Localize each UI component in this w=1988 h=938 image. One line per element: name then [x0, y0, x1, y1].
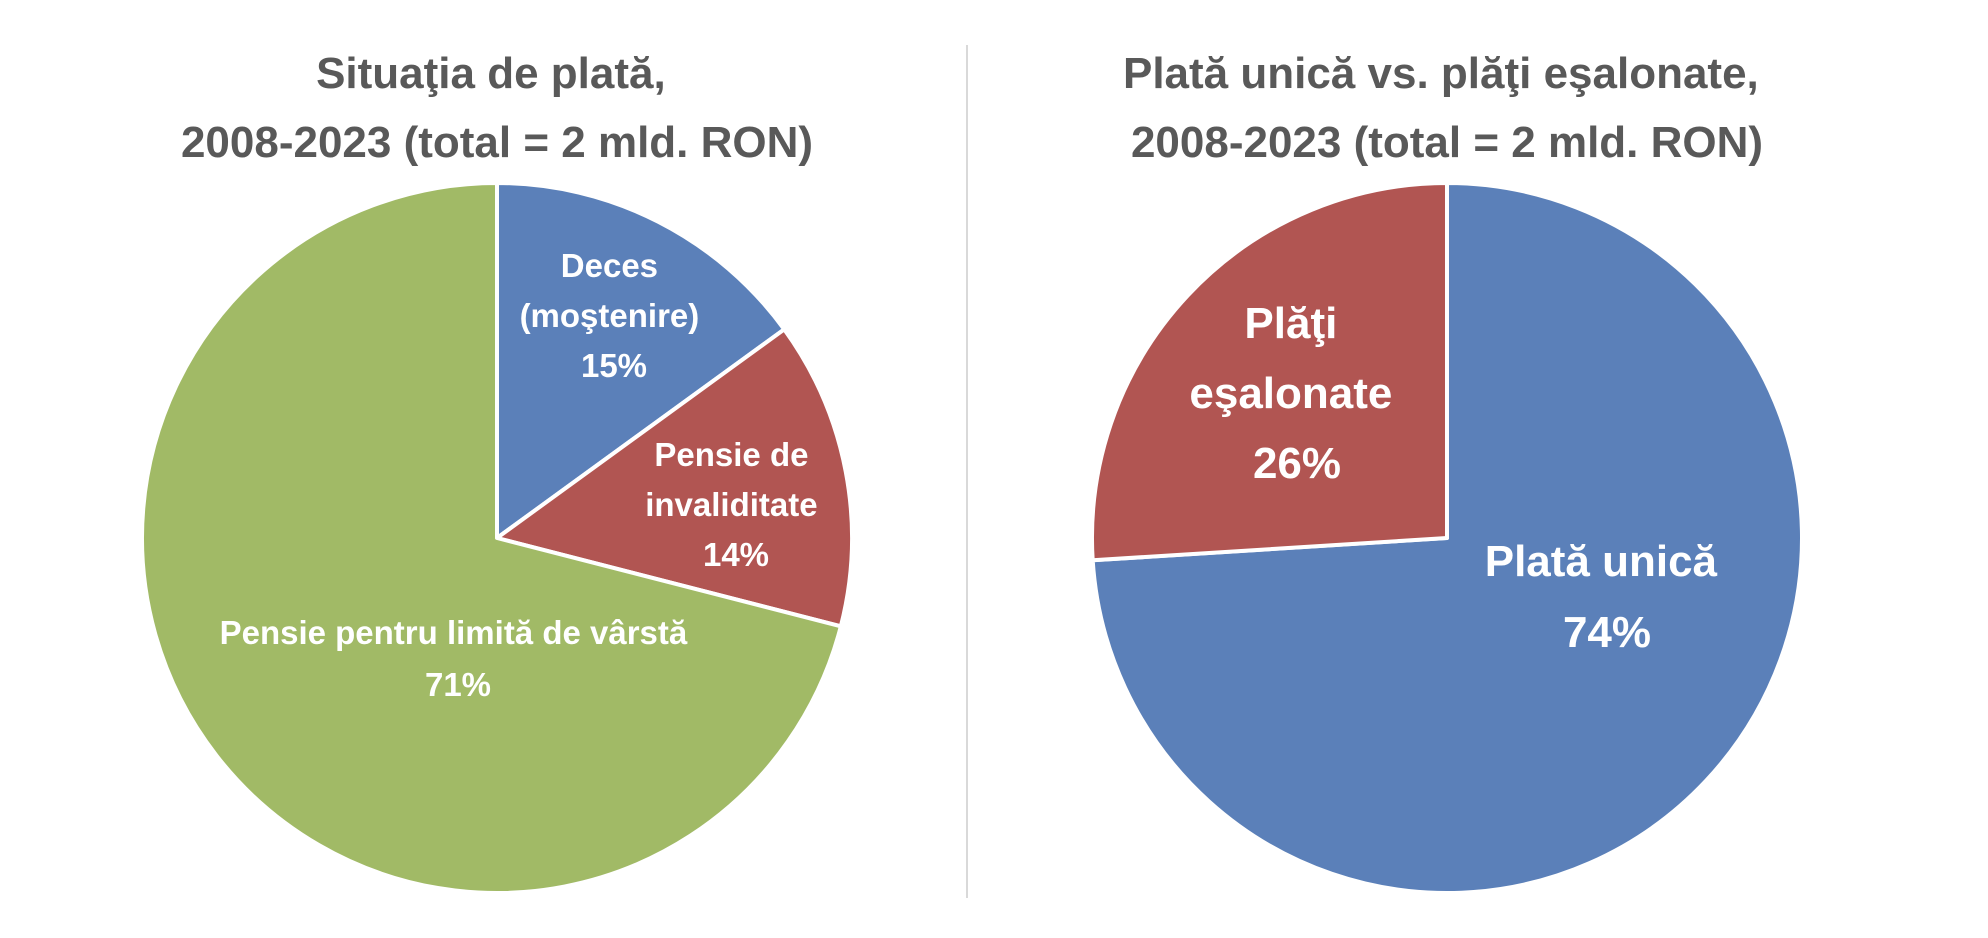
slice-value-deces: 15%	[581, 347, 647, 384]
slice-label-invaliditate: Pensie de invaliditate 14%	[645, 436, 827, 573]
chart-2-labels: Plată unică 74% Plăţi eşalonate 26%	[1189, 299, 1730, 657]
chart-1-slice-1	[495, 181, 787, 540]
slice-label-deces: Deces (moştenire) 15%	[520, 247, 709, 384]
chart-2-title-line-2: 2008-2023 (total = 2 mld. RON)	[1131, 118, 1763, 167]
pie-chart-payment-situation: Situaţia de plată, 2008-2023 (total = 2 …	[140, 49, 854, 895]
slice-label-plati-esalonate-line-1: Plăţi	[1244, 299, 1337, 348]
chart-1-title-line-1: Situaţia de plată,	[316, 49, 666, 98]
slice-label-plati-esalonate: Plăţi eşalonate 26%	[1189, 299, 1404, 488]
chart-1-title-line-2: 2008-2023 (total = 2 mld. RON)	[181, 118, 813, 167]
slice-label-deces-line-2: (moştenire)	[520, 297, 700, 334]
slice-label-plata-unica-line-1: Plată unică	[1485, 537, 1718, 586]
chart-1-slices	[140, 181, 854, 895]
slice-label-plati-esalonate-line-2: eşalonate	[1189, 369, 1392, 418]
slice-value-plata-unica: 74%	[1563, 608, 1651, 657]
slice-label-plata-unica: Plată unică 74%	[1485, 537, 1730, 657]
slice-label-invaliditate-line-1: Pensie de	[654, 436, 808, 473]
chart-1-labels: Deces (moştenire) 15% Pensie de invalidi…	[220, 247, 827, 703]
slice-label-deces-line-1: Deces	[561, 247, 658, 284]
chart-2-title-line-1: Plată unică vs. plăţi eşalonate,	[1123, 49, 1759, 98]
chart-1-slice-3	[140, 181, 843, 895]
chart-2-slices	[1090, 181, 1804, 895]
slice-value-invaliditate: 14%	[703, 536, 769, 573]
pie-chart-payment-type: Plată unică vs. plăţi eşalonate, 2008-20…	[1090, 49, 1804, 895]
slice-label-invaliditate-line-2: invaliditate	[645, 486, 817, 523]
chart-2-slice-2	[1090, 181, 1449, 563]
chart-1-slice-2	[495, 327, 854, 629]
slice-label-varsta: Pensie pentru limită de vârstă 71%	[220, 614, 697, 703]
slice-label-varsta-line-1: Pensie pentru limită de vârstă	[220, 614, 688, 651]
chart-2-title: Plată unică vs. plăţi eşalonate, 2008-20…	[1123, 49, 1771, 167]
slice-value-plati-esalonate: 26%	[1253, 439, 1341, 488]
slice-value-varsta: 71%	[425, 666, 491, 703]
chart-1-title: Situaţia de plată, 2008-2023 (total = 2 …	[181, 49, 813, 167]
